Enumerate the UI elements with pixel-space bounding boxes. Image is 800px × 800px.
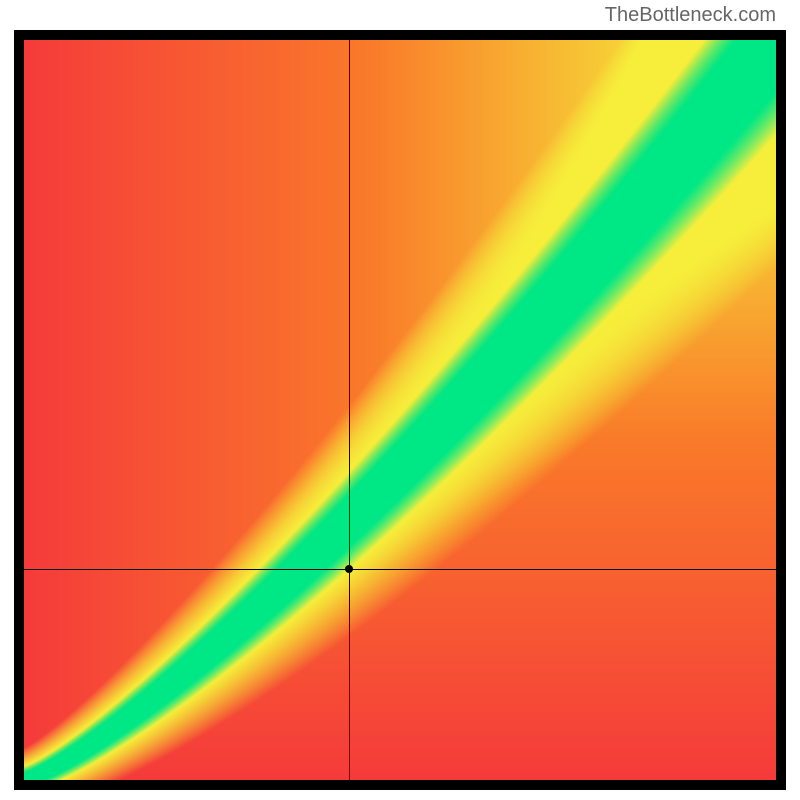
plot-area	[24, 40, 776, 780]
crosshair-marker-dot	[345, 565, 353, 573]
crosshair-vertical	[349, 40, 350, 780]
watermark-text: TheBottleneck.com	[605, 4, 776, 27]
crosshair-horizontal	[24, 569, 776, 570]
heatmap-canvas	[24, 40, 776, 780]
chart-frame	[14, 30, 786, 790]
